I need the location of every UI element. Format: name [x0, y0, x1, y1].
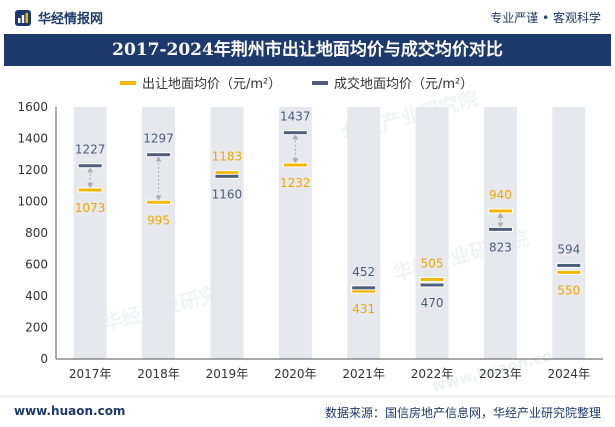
- x-tick-label: 2021年: [342, 367, 385, 381]
- brand-logo-icon: [15, 9, 31, 26]
- deal-price-label: 1227: [75, 143, 106, 157]
- supply-price-label: 505: [421, 256, 444, 270]
- x-tick-label: 2023年: [479, 367, 522, 381]
- deal-price-marker: [282, 130, 308, 136]
- deal-price-marker: [146, 152, 172, 158]
- tagline: 专业严谨 • 客观科学: [490, 11, 601, 25]
- deal-price-label: 1160: [212, 187, 243, 201]
- deal-price-marker: [556, 262, 582, 268]
- supply-price-label: 940: [489, 188, 512, 202]
- deal-price-label: 1297: [143, 132, 174, 146]
- chart-area: 出让地面均价（元/m²） 成交地面均价（元/m²） 0 200 400 600 800 100…: [17, 76, 603, 381]
- x-tick-label: 2018年: [137, 367, 180, 381]
- deal-price-marker: [214, 173, 240, 179]
- y-tick-label: 1400: [17, 132, 48, 146]
- category-band: [142, 107, 176, 359]
- legend-swatch: [312, 81, 328, 85]
- y-tick-label: 600: [25, 258, 48, 272]
- category-band: [347, 107, 381, 359]
- supply-price-label: 1183: [212, 150, 243, 164]
- y-tick-label: 1000: [17, 195, 48, 209]
- y-tick-label: 800: [25, 226, 48, 240]
- supply-price-marker: [556, 269, 582, 275]
- brand-name: 华经情报网: [38, 12, 104, 27]
- supply-price-marker: [419, 276, 445, 282]
- category-band: [552, 107, 586, 359]
- legend-swatch: [120, 81, 136, 85]
- deal-price-marker: [419, 282, 445, 288]
- supply-price-label: 431: [352, 302, 375, 316]
- top-bar: 华经情报网 专业严谨 • 客观科学: [0, 0, 615, 34]
- supply-price-label: 995: [147, 213, 170, 227]
- category-band: [483, 107, 517, 359]
- category-band: [210, 107, 244, 359]
- brand: 华经情报网: [14, 8, 103, 27]
- x-tick-label: 2017年: [69, 367, 112, 381]
- deal-price-marker: [487, 226, 513, 232]
- deal-price-label: 452: [352, 265, 375, 279]
- deal-price-label: 1437: [280, 110, 311, 124]
- supply-price-marker: [146, 199, 172, 205]
- chart-title: 2017-2024年荆州市出让地面均价与成交均价对比: [4, 34, 611, 66]
- legend-label: 成交地面均价（元/m²）: [334, 76, 473, 92]
- x-tick-label: 2019年: [206, 367, 249, 381]
- deal-price-label: 594: [557, 242, 580, 256]
- supply-price-marker: [282, 162, 308, 168]
- category-band: [73, 107, 107, 359]
- deal-price-label: 470: [421, 296, 444, 310]
- legend-label: 出让地面均价（元/m²）: [142, 77, 281, 92]
- deal-price-marker: [77, 163, 103, 169]
- supply-price-marker: [77, 187, 103, 193]
- category-band: [415, 107, 449, 359]
- deal-price-marker: [351, 285, 377, 291]
- y-tick-label: 400: [25, 289, 48, 303]
- footer-website: www.huaon.com: [14, 404, 126, 418]
- x-tick-label: 2024年: [548, 367, 591, 381]
- supply-price-label: 1232: [280, 176, 311, 190]
- supply-price-label: 1073: [75, 201, 106, 215]
- footer-source: 数据来源：国信房地产信息网，华经产业研究院整理: [324, 406, 601, 420]
- y-tick-label: 1200: [17, 163, 48, 177]
- deal-price-label: 823: [489, 240, 512, 254]
- y-tick-label: 200: [25, 321, 48, 335]
- supply-price-marker: [487, 208, 513, 214]
- y-tick-label: 0: [40, 352, 48, 366]
- supply-price-label: 550: [557, 283, 580, 297]
- x-tick-label: 2020年: [274, 367, 317, 381]
- y-tick-label: 1600: [17, 100, 48, 114]
- footer: www.huaon.com 数据来源：国信房地产信息网，华经产业研究院整理: [0, 396, 615, 427]
- x-tick-label: 2022年: [411, 367, 454, 381]
